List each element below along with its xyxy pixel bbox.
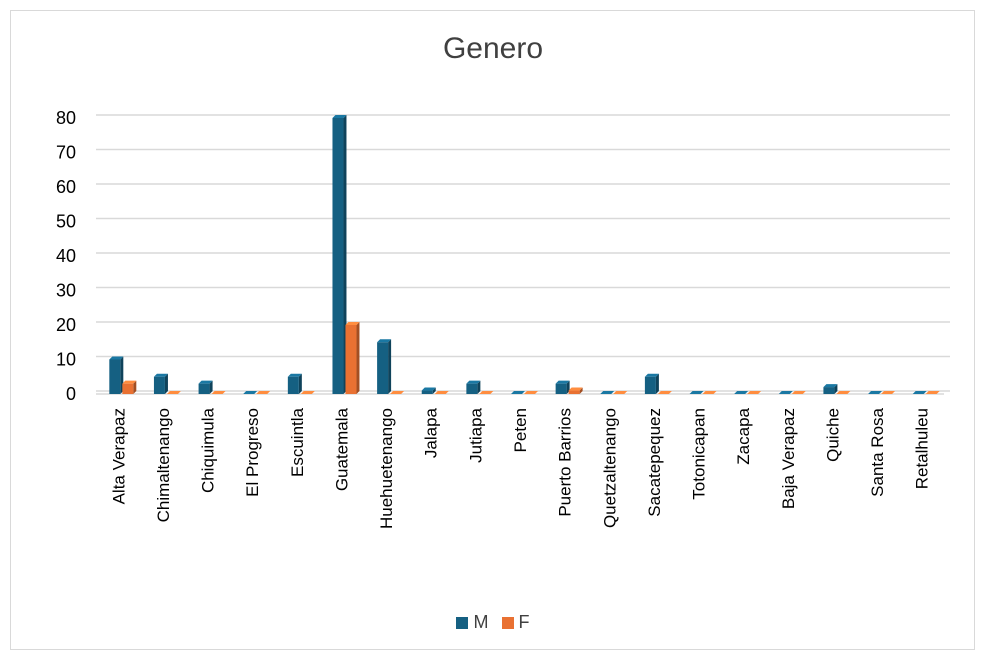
bar-m-quetzaltenango	[600, 391, 615, 394]
bar-f-peten	[524, 391, 538, 394]
bar-m-baja-verapaz	[778, 391, 793, 394]
bar-f-zacapa	[747, 391, 762, 394]
bar-m-huehuetenango	[377, 339, 392, 394]
x-tick-label: Baja Verapaz	[779, 408, 798, 509]
bar-m-sacatepequez	[644, 373, 659, 394]
x-axis: Alta Verapaz Chimaltenango Chiquimula El Pr…	[109, 407, 931, 529]
x-tick-label: Puerto Barrios	[556, 408, 575, 517]
bar-f-baja-verapaz	[791, 391, 806, 394]
x-tick-label: Jutiapa	[466, 407, 485, 462]
bar-m-escuintla	[287, 373, 302, 394]
y-tick-label: 30	[56, 281, 76, 301]
bar-f-jutiapa	[479, 391, 494, 394]
bar-m-jutiapa	[466, 380, 481, 394]
chart-frame	[10, 10, 975, 650]
bar-f-huehuetenango	[390, 391, 405, 394]
legend-swatch-m	[456, 616, 469, 629]
legend-swatch-f	[501, 616, 514, 629]
y-axis: 0 10 20 30 40 50 60 70 80	[56, 108, 76, 404]
legend: M F	[0, 612, 986, 634]
x-tick-label: Huehuetenango	[377, 408, 396, 529]
legend-item-f: F	[501, 612, 530, 633]
x-tick-label: Zacapa	[734, 407, 753, 464]
bar-f-chimaltenango	[166, 391, 181, 394]
bar-m-el-progreso	[243, 391, 258, 394]
x-tick-label: Quiche	[823, 408, 842, 462]
y-tick-label: 40	[56, 246, 76, 266]
x-tick-label: El Progreso	[243, 408, 262, 497]
bar-m-retalhuleu	[912, 391, 927, 394]
y-tick-label: 60	[56, 177, 76, 197]
x-tick-label: Alta Verapaz	[109, 408, 128, 504]
bar-f-chiquimula	[211, 391, 226, 394]
y-tick-label: 80	[56, 108, 76, 128]
x-tick-label: Retalhuleu	[913, 408, 932, 489]
legend-label-f: F	[518, 612, 530, 632]
bar-f-sacatepequez	[657, 391, 672, 394]
bar-m-quiche	[823, 384, 838, 394]
x-tick-label: Sacatepequez	[645, 408, 664, 517]
x-tick-label: Jalapa	[422, 407, 441, 458]
y-tick-label: 20	[56, 315, 76, 335]
y-tick-label: 10	[56, 350, 76, 370]
gridlines	[96, 114, 950, 395]
bar-f-quiche	[836, 391, 851, 394]
bar-m-alta-verapaz	[109, 356, 124, 394]
bars	[109, 115, 940, 394]
bar-f-escuintla	[300, 391, 315, 394]
bar-m-peten	[511, 391, 525, 394]
bar-f-el-progreso	[256, 391, 271, 394]
bar-f-guatemala	[345, 322, 360, 394]
legend-label-m: M	[473, 612, 489, 632]
bar-m-jalapa	[421, 387, 436, 394]
x-tick-label: Chimaltenango	[154, 408, 173, 522]
bar-f-alta-verapaz	[122, 380, 137, 394]
bar-m-guatemala	[332, 115, 347, 394]
bar-m-zacapa	[734, 391, 749, 394]
x-tick-label: Totonicapan	[690, 408, 709, 500]
x-tick-label: Guatemala	[332, 407, 351, 491]
bar-m-chimaltenango	[153, 373, 168, 394]
x-tick-label: Escuintla	[288, 407, 307, 477]
y-tick-label: 70	[56, 143, 76, 163]
x-tick-label: Quetzaltenango	[600, 408, 619, 528]
bar-m-puerto-barrios	[555, 380, 570, 394]
bar-f-quetzaltenango	[613, 391, 628, 394]
legend-item-m: M	[456, 612, 488, 633]
x-tick-label: Peten	[511, 408, 530, 452]
bar-f-jalapa	[434, 391, 449, 394]
bar-f-santa-rosa	[881, 391, 896, 394]
bar-m-totonicapan	[689, 391, 704, 394]
bar-f-retalhuleu	[925, 391, 940, 394]
chart-title: Genero	[442, 32, 544, 65]
x-tick-label: Santa Rosa	[868, 407, 887, 496]
bar-m-chiquimula	[198, 380, 213, 394]
y-tick-label: 50	[56, 212, 76, 232]
x-tick-label: Chiquimula	[199, 407, 218, 493]
bar-f-puerto-barrios	[568, 387, 583, 394]
y-tick-label: 0	[66, 384, 76, 404]
bar-f-totonicapan	[702, 391, 717, 394]
bar-m-santa-rosa	[868, 391, 883, 394]
